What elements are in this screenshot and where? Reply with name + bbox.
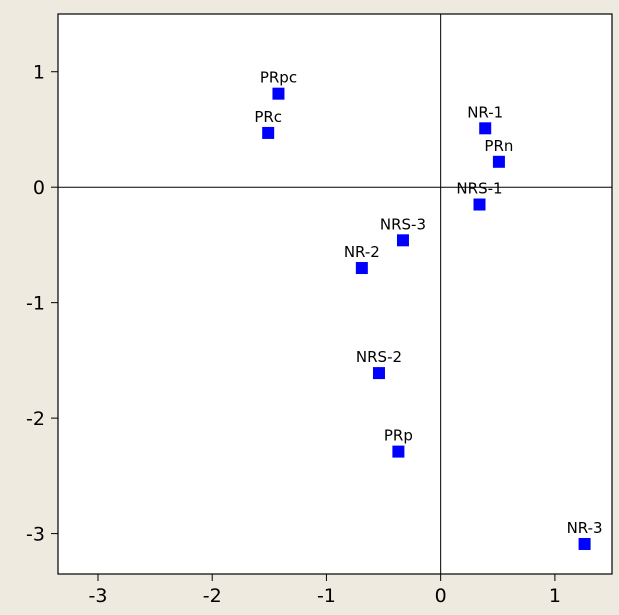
data-point-marker [392,445,405,458]
data-point-marker [372,367,385,380]
data-point-label: NR-3 [567,519,603,537]
reference-lines [58,14,612,574]
plot-area [57,13,613,575]
y-tick-label: -2 [26,408,45,430]
x-tick-label: -1 [317,585,336,607]
data-point-label: NR-1 [467,103,503,121]
data-point-label: PRpc [260,69,297,87]
data-point-marker [396,234,409,247]
data-point-label: NRS-3 [380,215,426,233]
data-points [262,87,591,550]
data-point-marker [272,87,285,100]
data-point-marker [262,126,275,139]
data-point-label: NR-2 [344,243,380,261]
data-point-label: PRp [384,427,413,445]
x-tick-label: -3 [89,585,108,607]
y-tick-label: 0 [33,177,45,199]
data-point-marker [479,122,492,135]
y-tick-label: -3 [26,524,45,546]
data-point-marker [355,262,368,275]
data-point-marker [492,155,505,168]
x-tick-label: 1 [549,585,561,607]
data-point-label: NRS-1 [456,180,502,198]
y-axis-ticks: 1 0 -1 -2 -3 [26,62,58,546]
x-tick-label: -2 [203,585,222,607]
data-point-marker [578,537,591,550]
data-point-label: PRn [484,137,513,155]
x-tick-label: 0 [435,585,447,607]
data-point-labels: PRpc PRc NR-1 PRn NRS-1 NRS-3NR-2 NRS-2 PRp NR-3 [254,69,602,537]
data-point-marker [473,198,486,211]
y-tick-label: -1 [26,293,45,315]
x-axis-ticks: -3 -2 -1 0 1 [89,574,561,607]
data-point-label: NRS-2 [356,348,402,366]
data-point-label: PRc [254,108,282,126]
y-tick-label: 1 [33,62,45,84]
